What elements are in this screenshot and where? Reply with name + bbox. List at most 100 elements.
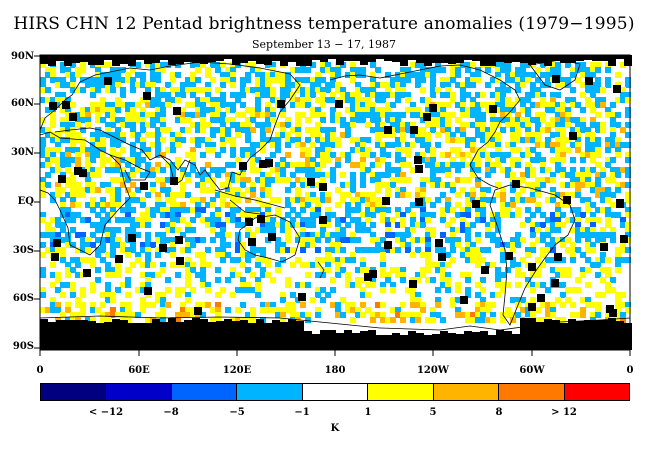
anomaly-cell: [95, 227, 101, 233]
anomaly-cell: [536, 322, 544, 350]
anomaly-cell: [160, 55, 168, 60]
anomaly-cell: [305, 67, 311, 73]
anomaly-cell: [435, 182, 441, 188]
anomaly-cell: [265, 207, 271, 213]
anomaly-cell: [205, 172, 211, 178]
anomaly-cell: [540, 302, 546, 308]
anomaly-cell: [365, 192, 371, 198]
anomaly-cell: [470, 142, 476, 148]
anomaly-cell: [495, 277, 501, 283]
anomaly-cell: [250, 62, 256, 68]
anomaly-cell: [565, 272, 571, 278]
anomaly-cell: [565, 97, 571, 103]
anomaly-cell: [240, 92, 246, 98]
anomaly-cell: [570, 242, 576, 248]
anomaly-cell: [370, 107, 376, 113]
anomaly-cell: [100, 242, 106, 248]
anomaly-cell: [175, 207, 181, 213]
anomaly-cell: [495, 142, 501, 148]
anomaly-cell: [575, 142, 581, 148]
anomaly-cell: [570, 67, 576, 73]
anomaly-cell: [320, 267, 326, 273]
anomaly-cell: [465, 77, 471, 83]
anomaly-cell: [130, 182, 136, 188]
anomaly-cell: [155, 87, 161, 93]
anomaly-cell: [360, 257, 366, 263]
anomaly-cell: [605, 287, 611, 293]
anomaly-cell: [325, 222, 331, 228]
anomaly-cell: [280, 157, 286, 163]
anomaly-cell: [470, 62, 476, 68]
anomaly-cell: [290, 127, 296, 133]
anomaly-cell: [380, 287, 386, 293]
anomaly-cell: [280, 247, 286, 253]
anomaly-cell: [275, 77, 281, 83]
anomaly-cell: [165, 212, 171, 218]
anomaly-cell: [345, 152, 351, 158]
anomaly-cell: [45, 67, 51, 73]
anomaly-cell: [195, 127, 201, 133]
anomaly-cell: [325, 232, 331, 238]
anomaly-cell: [335, 307, 341, 313]
anomaly-cell: [580, 172, 586, 178]
anomaly-cell: [300, 207, 306, 213]
anomaly-cell: [340, 257, 346, 263]
anomaly-cell: [176, 257, 184, 265]
coast-north-america: [329, 64, 521, 189]
anomaly-cell: [485, 157, 491, 163]
anomaly-cell: [580, 312, 586, 318]
anomaly-cell: [380, 147, 386, 153]
anomaly-cell: [75, 147, 81, 153]
anomaly-cell: [430, 172, 436, 178]
anomaly-cell: [450, 92, 456, 98]
anomaly-cell: [315, 87, 321, 93]
anomaly-cell: [485, 132, 491, 138]
anomaly-cell: [315, 197, 321, 203]
anomaly-cell: [260, 92, 266, 98]
anomaly-cell: [95, 212, 101, 218]
anomaly-cell: [305, 242, 311, 248]
anomaly-cell: [385, 72, 391, 78]
anomaly-cell: [475, 102, 481, 108]
anomaly-cell: [245, 207, 251, 213]
anomaly-cell: [540, 177, 546, 183]
anomaly-cell: [310, 107, 316, 113]
anomaly-cell: [416, 55, 424, 63]
anomaly-cell: [540, 222, 546, 228]
anomaly-cell: [275, 312, 281, 318]
anomaly-cell: [295, 142, 301, 148]
anomaly-cell: [335, 227, 341, 233]
anomaly-cell: [165, 237, 171, 243]
colorbar-label: 1: [364, 407, 372, 418]
anomaly-cell: [365, 267, 371, 273]
anomaly-cell: [445, 197, 451, 203]
anomaly-cell: [585, 72, 591, 78]
anomaly-cell: [260, 77, 266, 83]
anomaly-cell: [560, 272, 566, 278]
anomaly-cell: [120, 77, 126, 83]
anomaly-cell: [310, 112, 316, 118]
anomaly-cell: [595, 82, 601, 88]
anomaly-cell: [495, 157, 501, 163]
anomaly-cell: [200, 122, 206, 128]
anomaly-cell: [190, 217, 196, 223]
anomaly-cell: [265, 77, 271, 83]
anomaly-cell: [475, 122, 481, 128]
anomaly-cell: [220, 197, 226, 203]
anomaly-cell: [585, 232, 591, 238]
anomaly-cell: [505, 102, 511, 108]
anomaly-cell: [340, 132, 346, 138]
anomaly-cell: [230, 172, 236, 178]
anomaly-cell: [325, 217, 331, 223]
anomaly-cell: [535, 92, 541, 98]
anomaly-cell: [140, 112, 146, 118]
anomaly-cell: [69, 113, 77, 121]
anomaly-cell: [180, 187, 186, 193]
anomaly-cell: [580, 212, 586, 218]
anomaly-cell: [490, 292, 496, 298]
anomaly-cell: [220, 232, 226, 238]
anomaly-cell: [305, 127, 311, 133]
anomaly-cell: [120, 132, 126, 138]
anomaly-cell: [450, 77, 456, 83]
anomaly-cell: [155, 167, 161, 173]
